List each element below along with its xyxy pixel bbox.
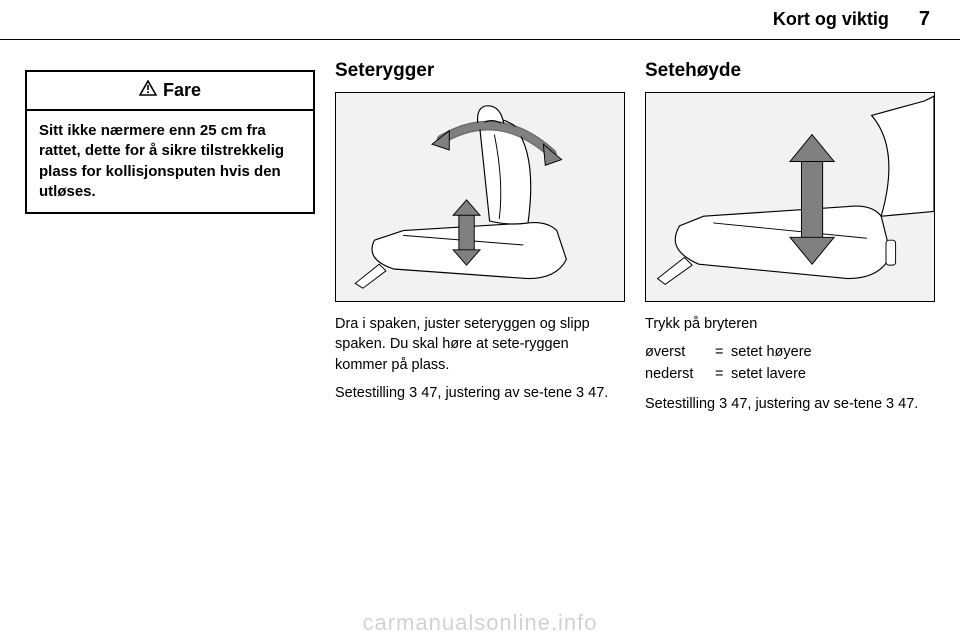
- warning-label: Fare: [163, 80, 201, 100]
- warning-heading: Fare: [27, 72, 313, 111]
- ref-page-2: 47.: [894, 396, 918, 412]
- content-columns: Fare Sitt ikke nærmere enn 25 cm fra rat…: [25, 60, 935, 622]
- ref-page-1: 47: [727, 396, 747, 412]
- page-ref-icon: 3: [576, 385, 584, 401]
- def-term: nederst: [645, 364, 715, 386]
- equals-sign: =: [715, 342, 731, 364]
- def-row-bottom: nederst = setet lavere: [645, 364, 935, 386]
- def-value: setet lavere: [731, 364, 806, 386]
- page-ref-icon: 3: [886, 396, 894, 412]
- def-term: øverst: [645, 342, 715, 364]
- def-row-top: øverst = setet høyere: [645, 342, 935, 364]
- column-2: Seterygger: [335, 60, 625, 622]
- section-title-height: Setehøyde: [645, 60, 935, 82]
- illustration-backrest: [335, 92, 625, 302]
- height-reference-text: Setestilling 3 47, justering av se-tene …: [645, 394, 935, 414]
- ref-page-1: 47: [417, 385, 437, 401]
- warning-body-text: Sitt ikke nærmere enn 25 cm fra rattet, …: [27, 111, 313, 212]
- page-header: Kort og viktig 7: [0, 0, 960, 40]
- backrest-instruction-text: Dra i spaken, juster seteryggen og slipp…: [335, 314, 625, 375]
- height-definition-list: øverst = setet høyere nederst = setet la…: [645, 342, 935, 386]
- warning-box: Fare Sitt ikke nærmere enn 25 cm fra rat…: [25, 70, 315, 214]
- warning-triangle-icon: [139, 80, 157, 101]
- height-instruction-text: Trykk på bryteren: [645, 314, 935, 334]
- ref-mid: , justering av se-tene: [747, 396, 886, 412]
- ref-prefix: Setestilling: [645, 396, 719, 412]
- backrest-reference-text: Setestilling 3 47, justering av se-tene …: [335, 383, 625, 403]
- column-3: Setehøyde: [645, 60, 935, 622]
- def-value: setet høyere: [731, 342, 812, 364]
- column-1: Fare Sitt ikke nærmere enn 25 cm fra rat…: [25, 60, 315, 622]
- section-title-backrest: Seterygger: [335, 60, 625, 82]
- ref-prefix: Setestilling: [335, 385, 409, 401]
- equals-sign: =: [715, 364, 731, 386]
- ref-mid: , justering av se-tene: [437, 385, 576, 401]
- illustration-height: [645, 92, 935, 302]
- header-section-title: Kort og viktig: [773, 9, 889, 30]
- manual-page: Kort og viktig 7 Fare Sitt ikke nærmere …: [0, 0, 960, 642]
- header-page-number: 7: [919, 8, 930, 31]
- ref-page-2: 47.: [584, 385, 608, 401]
